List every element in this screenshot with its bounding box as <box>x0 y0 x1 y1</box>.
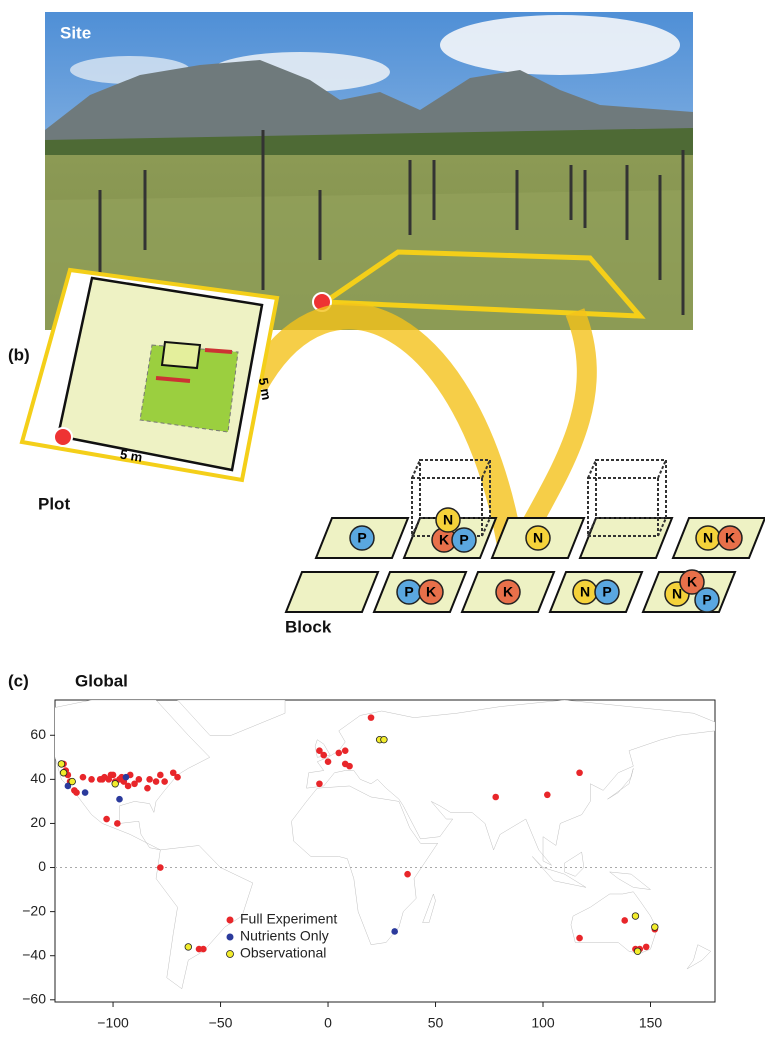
zoom-arc <box>520 312 587 545</box>
legend-label: Full Experiment <box>240 911 337 927</box>
site-point <box>114 820 121 827</box>
cage-edge <box>412 460 420 478</box>
site-point <box>103 816 110 823</box>
nutrient-letter: K <box>687 574 697 590</box>
plot-diagram: 5 m 5 m <box>22 270 277 480</box>
cage-face <box>596 460 666 518</box>
site-point <box>576 769 583 776</box>
site-point <box>161 778 168 785</box>
site-point <box>116 796 123 803</box>
legend-swatch <box>227 917 234 924</box>
site-point <box>346 763 353 770</box>
legend-swatch <box>227 934 234 941</box>
site-point <box>80 774 87 781</box>
y-tick-label: 40 <box>30 770 46 786</box>
cage-edge <box>588 460 596 478</box>
site-point <box>69 778 76 785</box>
site-point <box>185 944 192 951</box>
x-tick-label: −50 <box>209 1015 233 1031</box>
site-point <box>174 774 181 781</box>
site-point <box>112 780 119 787</box>
nutrient-letter: N <box>533 530 543 546</box>
x-tick-label: 0 <box>324 1015 332 1031</box>
chart-title: Global <box>75 671 128 690</box>
y-tick-label: 60 <box>30 726 46 742</box>
y-tick-label: −20 <box>22 902 46 918</box>
site-point <box>123 774 130 781</box>
site-point <box>58 761 65 768</box>
site-point <box>643 944 650 951</box>
site-point <box>492 794 499 801</box>
site-point <box>632 913 639 920</box>
nutrient-letter: K <box>426 584 436 600</box>
nutrient-letter: N <box>443 512 453 528</box>
y-tick-label: −40 <box>22 946 46 962</box>
nutrient-letter: P <box>459 532 468 548</box>
legend-label: Nutrients Only <box>240 928 329 944</box>
nutrient-letter: P <box>404 584 413 600</box>
legend-swatch <box>227 951 234 958</box>
site-point <box>136 776 143 783</box>
site-point <box>153 778 160 785</box>
site-point <box>342 747 349 754</box>
site-point <box>146 776 153 783</box>
site-point <box>196 946 203 953</box>
site-point <box>316 780 323 787</box>
figure: Site (b) 5 m 5 m Plot PKNPNNKPKKNPNKP Bl… <box>0 0 765 1040</box>
site-point <box>621 917 628 924</box>
site-point <box>544 791 551 798</box>
site-point <box>634 948 641 955</box>
block-label: Block <box>285 617 332 636</box>
site-point <box>82 789 89 796</box>
site-point <box>404 871 411 878</box>
subplot <box>286 572 378 612</box>
site-point <box>110 772 117 779</box>
nutrient-letter: K <box>503 584 513 600</box>
plot-label: Plot <box>38 494 70 513</box>
site-point <box>60 769 67 776</box>
nutrient-letter: P <box>602 584 611 600</box>
panel-label: (c) <box>8 671 29 690</box>
photo-label: Site <box>60 23 91 42</box>
nutrient-letter: P <box>702 592 711 608</box>
site-point <box>125 783 132 790</box>
x-tick-label: −100 <box>97 1015 129 1031</box>
zoom-arc <box>255 316 510 545</box>
x-tick-label: 100 <box>531 1015 555 1031</box>
site-point <box>391 928 398 935</box>
site-point <box>368 714 375 721</box>
site-point <box>381 736 388 743</box>
y-tick-label: 0 <box>38 858 46 874</box>
dimension-label: 5 m <box>119 447 143 465</box>
site-point <box>325 758 332 765</box>
site-point <box>576 935 583 942</box>
site-point <box>73 789 80 796</box>
nutrient-letter: K <box>439 532 449 548</box>
legend-label: Observational <box>240 945 326 961</box>
y-tick-label: −60 <box>22 990 46 1006</box>
nutrient-letter: K <box>725 530 735 546</box>
x-tick-label: 150 <box>639 1015 663 1031</box>
nutrient-letter: N <box>580 584 590 600</box>
panel-label: (b) <box>8 345 30 364</box>
site-point <box>88 776 95 783</box>
site-point <box>157 772 164 779</box>
site-point <box>652 924 659 931</box>
nutrient-letter: P <box>357 530 366 546</box>
site-point <box>335 750 342 757</box>
site-point <box>320 752 327 759</box>
cage-edge <box>658 460 666 478</box>
nutrient-letter: N <box>672 586 682 602</box>
y-tick-label: 20 <box>30 814 46 830</box>
x-tick-label: 50 <box>428 1015 444 1031</box>
nutrient-letter: N <box>703 530 713 546</box>
site-point <box>144 785 151 792</box>
site-point <box>157 864 164 871</box>
